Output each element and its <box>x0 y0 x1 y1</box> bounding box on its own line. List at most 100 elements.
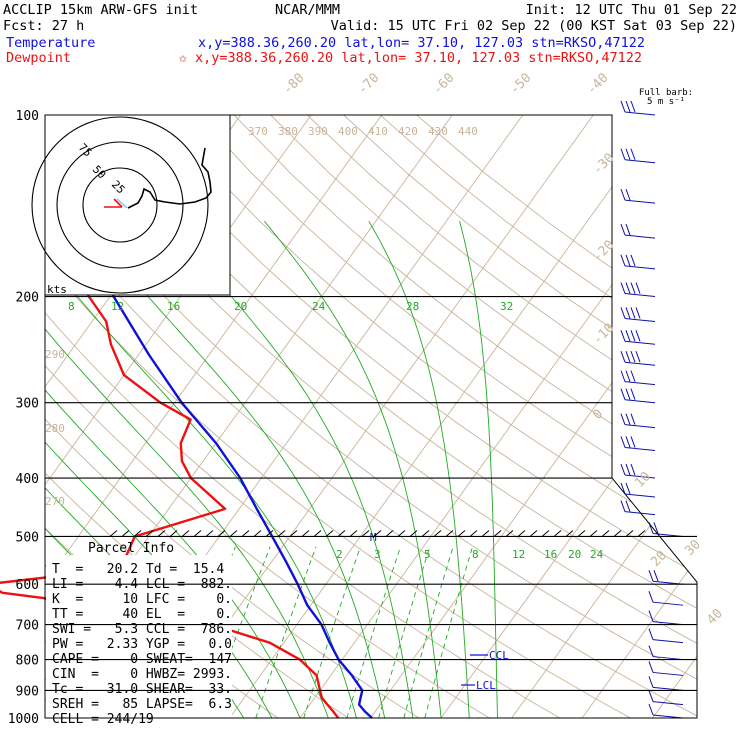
hatch-mark <box>493 530 502 537</box>
hatch-mark <box>565 530 574 537</box>
isotherm-tick-label: 0 <box>590 407 606 423</box>
parcel-row: T = 20.2 Td = 15.4 <box>52 562 224 577</box>
isotherm-tick-label: 40 <box>704 606 726 628</box>
mixing-ratio-line <box>346 546 401 718</box>
hatch-mark <box>253 530 262 537</box>
isotherm-line <box>511 115 697 718</box>
hatch-mark <box>625 530 634 537</box>
hatch-mark <box>469 530 478 537</box>
wind-barb <box>620 307 656 322</box>
temperature-location: x,y=388.36,260.20 lat,lon= 37.10, 127.03… <box>198 35 645 51</box>
mixing-ratio-label: 28 <box>406 300 419 313</box>
wind-barb <box>620 254 656 270</box>
wind-barb <box>620 282 656 298</box>
moist-adiabat <box>45 220 329 718</box>
valid-time: Valid: 15 UTC Fri 02 Sep 22 (00 KST Sat … <box>331 18 737 34</box>
mixing-ratio-label: 8 <box>472 548 479 561</box>
mixing-ratio-line <box>303 546 361 718</box>
isotherm-line <box>652 115 697 718</box>
wind-barb <box>620 351 656 366</box>
dry-adiabat <box>160 115 697 718</box>
hatch-mark <box>553 530 562 537</box>
wind-barb <box>648 591 684 606</box>
wind-barb <box>620 413 656 429</box>
mixing-ratio-line <box>403 546 454 718</box>
hatch-mark <box>577 530 586 537</box>
pressure-tick-label: 700 <box>16 619 39 634</box>
parcel-row: SREH = 85 LAPSE= 6.3 <box>52 697 232 712</box>
center-label: NCAR/MMM <box>275 2 340 18</box>
dry-adiabat <box>270 115 697 718</box>
hatch-mark <box>217 530 226 537</box>
wind-barb <box>648 645 684 661</box>
hatch-mark <box>325 530 334 537</box>
parcel-row: TT = 40 EL = 0. <box>52 607 232 622</box>
mixing-ratio-label: 20 <box>568 548 581 561</box>
pressure-tick-label: 800 <box>16 654 39 669</box>
hatch-mark <box>457 530 466 537</box>
isotherm-tick-label: 20 <box>648 548 670 570</box>
isotherm-tick-label: -80 <box>280 71 307 98</box>
wind-barb <box>620 148 656 164</box>
pressure-tick-label: 100 <box>16 109 39 124</box>
parcel-row: Tc = 31.0 SHEAR= 33. <box>52 682 232 697</box>
mixing-ratio-line <box>255 546 317 718</box>
hatch-mark <box>517 530 526 537</box>
lcl-label: LCL <box>476 679 496 692</box>
pressure-tick-label: 1000 <box>8 712 39 727</box>
hatch-mark <box>445 530 454 537</box>
moist-adiabat <box>264 220 442 718</box>
wind-barbs <box>620 100 684 719</box>
dry-adiabat <box>416 115 697 718</box>
moist-adiabat <box>368 220 470 718</box>
mixing-ratio-line <box>205 546 271 718</box>
wind-barb <box>648 570 684 585</box>
isotherm-line <box>581 115 697 718</box>
init-time: Init: 12 UTC Thu 01 Sep 22 <box>526 2 737 18</box>
plot-frame <box>44 114 698 719</box>
mixing-ratio-label: 3 <box>374 548 381 561</box>
hatch-mark <box>229 530 238 537</box>
hatch-mark <box>193 530 202 537</box>
hatch-mark <box>121 530 130 537</box>
dry-adiabat <box>197 115 697 718</box>
dry-adiabat <box>124 115 697 718</box>
mixing-ratio-label: 16 <box>167 300 180 313</box>
dry-adiabat <box>51 115 697 718</box>
mixing-ratio-label: 20 <box>234 300 247 313</box>
dry-adiabat <box>45 115 697 718</box>
hodograph-units: kts <box>47 283 67 296</box>
forecast-hour: Fcst: 27 h <box>3 18 84 34</box>
hatch-mark <box>409 530 418 537</box>
wind-barb <box>648 690 684 706</box>
moist-adiabat <box>166 220 414 718</box>
hatch-mark <box>133 530 142 537</box>
pressure-tick-label: 400 <box>16 472 39 487</box>
isotherm-line <box>229 115 665 718</box>
ccl-label: CCL <box>489 649 509 662</box>
mixing-ratio-label: 24 <box>312 300 326 313</box>
mixing-ratio-label: 32 <box>500 300 513 313</box>
isotherm-tick-label: 10 <box>632 469 654 491</box>
hodograph-ring <box>56 141 184 269</box>
hatch-mark <box>301 530 310 537</box>
isotherm-tick-label: 30 <box>682 537 704 559</box>
hatch-mark <box>313 530 322 537</box>
isotherm-line <box>45 115 383 718</box>
hatch-mark <box>289 530 298 537</box>
dry-adiabat <box>45 115 490 718</box>
barb-legend-units: 5 m s⁻¹ <box>647 97 685 107</box>
hatch-mark <box>157 530 166 537</box>
hatch-mark <box>385 530 394 537</box>
hatch-mark <box>241 530 250 537</box>
isotherm-tick-label: -30 <box>590 151 617 178</box>
theta-tick-label: 410 <box>368 125 388 138</box>
shear-vector <box>116 198 128 209</box>
isotherm-line <box>370 115 697 718</box>
mixing-ratio-label: 8 <box>68 300 75 313</box>
hatch-mark <box>337 530 346 537</box>
theta-tick-label: 420 <box>398 125 418 138</box>
hatch-mark <box>637 530 646 537</box>
hatch-mark <box>373 530 382 537</box>
